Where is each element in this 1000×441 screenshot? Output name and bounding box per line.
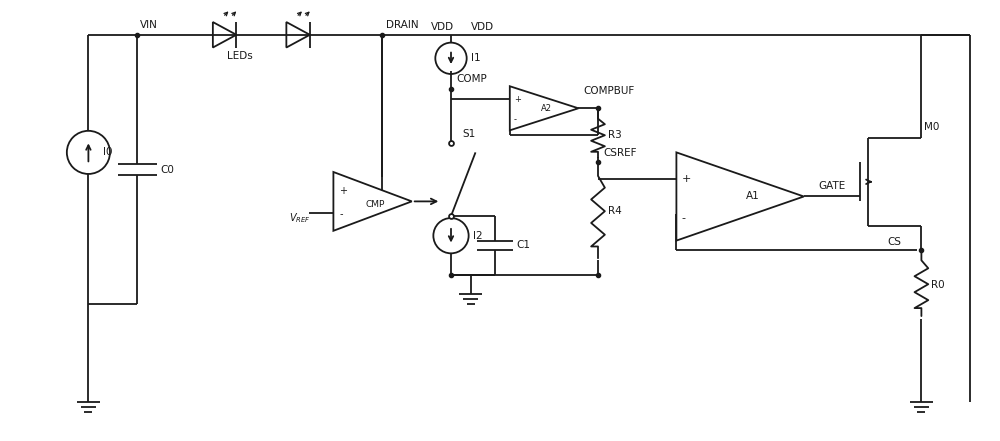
Text: R3: R3 [608, 130, 622, 140]
Text: CS: CS [887, 238, 901, 247]
Text: VDD: VDD [471, 22, 494, 32]
Text: LEDs: LEDs [227, 51, 253, 61]
Text: C0: C0 [160, 164, 174, 175]
Text: +: + [339, 186, 347, 196]
Text: A2: A2 [541, 104, 552, 113]
Text: CSREF: CSREF [603, 148, 636, 158]
Text: -: - [681, 213, 685, 224]
Text: I2: I2 [473, 231, 482, 241]
Text: $V_{REF}$: $V_{REF}$ [289, 211, 311, 225]
Text: I0: I0 [103, 147, 113, 157]
Polygon shape [333, 172, 412, 231]
Text: M0: M0 [924, 122, 940, 132]
Text: GATE: GATE [819, 181, 846, 191]
Text: I1: I1 [471, 53, 480, 64]
Polygon shape [676, 153, 804, 241]
Text: A1: A1 [746, 191, 760, 202]
Text: S1: S1 [463, 129, 476, 139]
Text: VIN: VIN [140, 20, 158, 30]
Text: VDD: VDD [431, 22, 455, 32]
Text: COMP: COMP [456, 74, 487, 84]
Text: R4: R4 [608, 206, 622, 216]
Text: CMP: CMP [366, 200, 385, 209]
Text: DRAIN: DRAIN [386, 20, 419, 30]
Text: C1: C1 [517, 240, 531, 250]
Text: +: + [681, 174, 691, 184]
Text: -: - [339, 209, 343, 219]
Text: +: + [514, 95, 521, 104]
Text: R0: R0 [931, 280, 945, 290]
Text: -: - [514, 115, 517, 124]
Text: COMPBUF: COMPBUF [583, 86, 635, 96]
Polygon shape [510, 86, 578, 131]
